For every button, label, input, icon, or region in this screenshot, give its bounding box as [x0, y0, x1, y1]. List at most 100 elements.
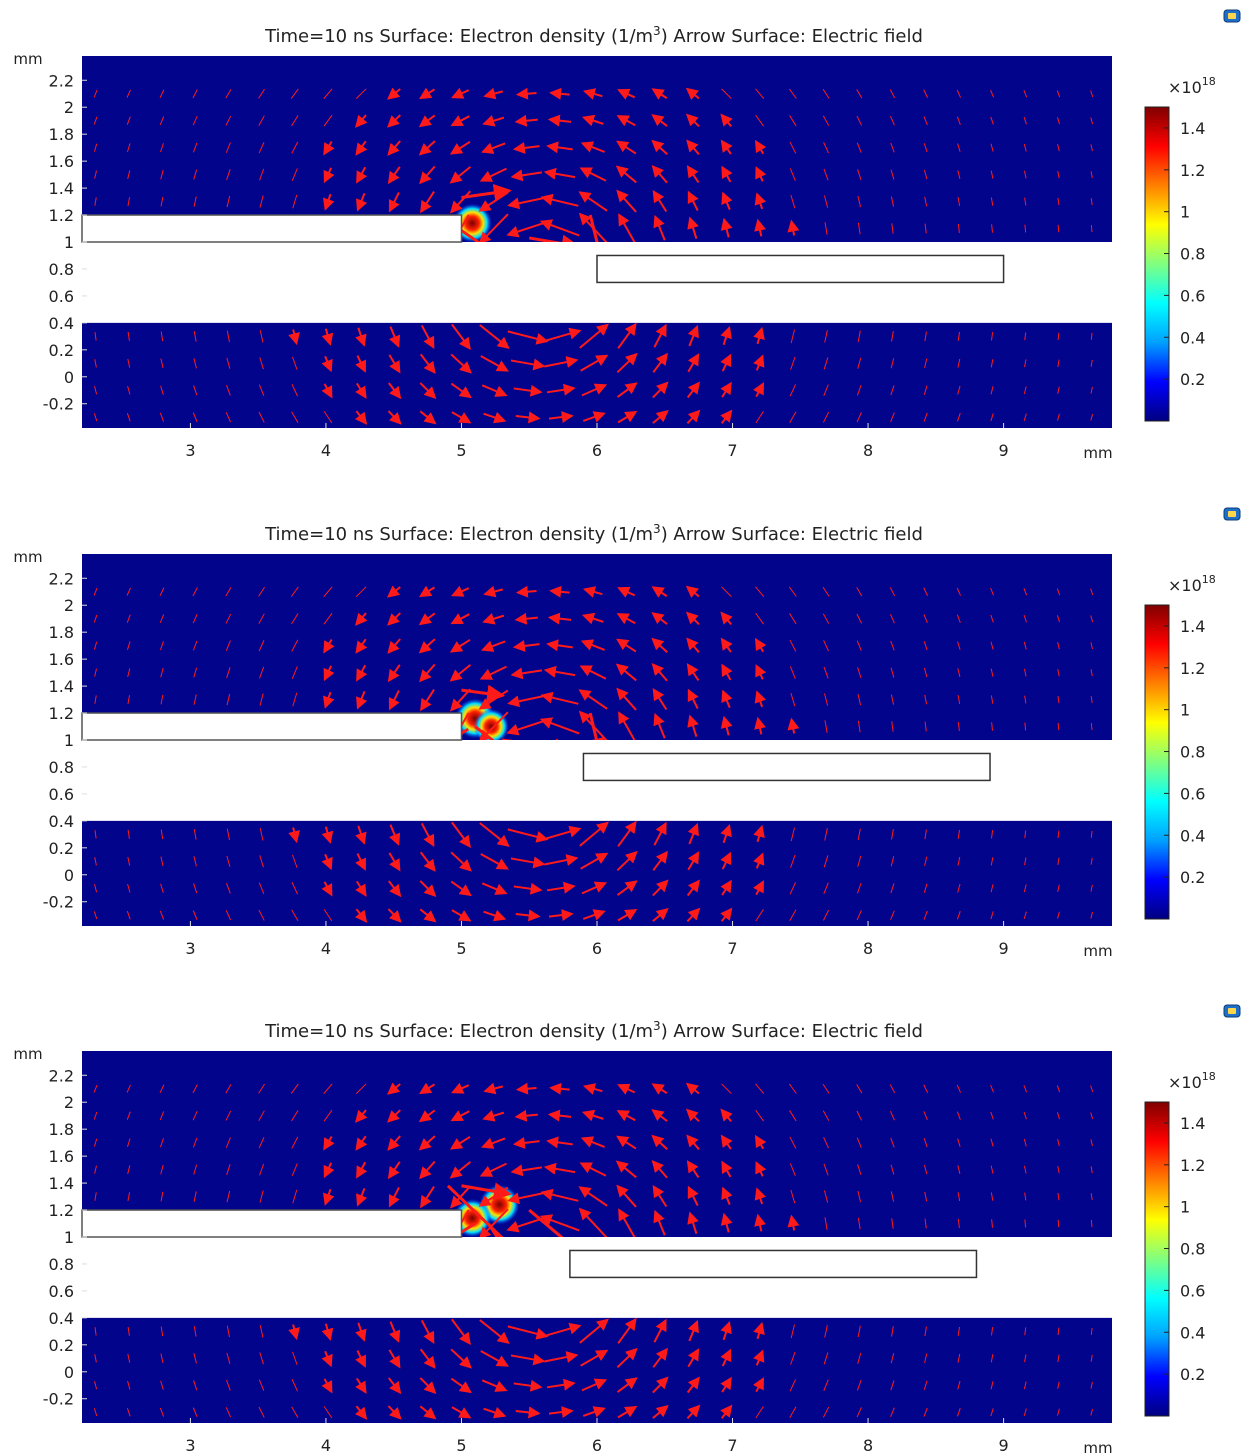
- field-arrow: [291, 1406, 299, 1418]
- field-arrow: [160, 1164, 164, 1175]
- field-arrow: [258, 640, 265, 652]
- title-surface: Surface: Electron density (1/m: [379, 26, 653, 47]
- field-arrow: [956, 1084, 961, 1093]
- field-arrow: [1090, 642, 1093, 650]
- field-arrow: [323, 909, 333, 922]
- field-arrow: [652, 1376, 669, 1394]
- field-arrow: [388, 354, 401, 374]
- field-arrow: [483, 411, 507, 424]
- field-arrow: [720, 1212, 733, 1233]
- colorbar-exponent-base: ×10: [1168, 78, 1202, 97]
- title-unit-exponent: 3: [653, 1019, 661, 1033]
- field-arrow: [291, 1136, 299, 1149]
- field-arrow: [720, 1376, 732, 1393]
- field-arrow: [957, 883, 961, 893]
- colorbar-tick-label: 0.8: [1180, 1240, 1205, 1259]
- field-arrow: [159, 1407, 165, 1417]
- field-arrow: [483, 87, 504, 100]
- field-arrow: [686, 637, 700, 653]
- field-arrow: [389, 824, 401, 846]
- y-tick-label: 1: [64, 1228, 74, 1247]
- camera-view-icon[interactable]: [1223, 1004, 1241, 1018]
- colorbar-tick-label: 0.4: [1180, 1323, 1205, 1342]
- field-arrow: [617, 411, 638, 424]
- field-arrow: [822, 1110, 830, 1121]
- field-arrow: [617, 586, 636, 598]
- field-arrow: [890, 142, 895, 153]
- field-arrow: [857, 222, 861, 235]
- field-arrow: [616, 1184, 637, 1208]
- y-tick-label: 1.2: [49, 704, 74, 723]
- field-arrow: [514, 612, 538, 625]
- field-arrow: [755, 88, 765, 99]
- field-arrow: [957, 358, 961, 368]
- field-arrow: [823, 1137, 829, 1149]
- field-arrow: [753, 354, 765, 371]
- field-arrow: [1057, 830, 1060, 839]
- camera-view-icon[interactable]: [1223, 9, 1241, 23]
- field-arrow: [291, 1163, 298, 1177]
- field-arrow: [856, 882, 862, 894]
- field-arrow: [755, 411, 764, 424]
- field-arrow: [753, 326, 765, 345]
- field-arrow: [419, 410, 437, 425]
- field-arrow: [651, 637, 668, 653]
- field-arrow: [126, 587, 131, 596]
- field-arrow: [652, 189, 668, 213]
- field-arrow: [126, 614, 131, 623]
- field-arrow: [160, 829, 164, 840]
- field-arrow: [617, 1406, 638, 1419]
- field-arrow: [193, 667, 198, 678]
- field-arrow: [258, 613, 265, 624]
- field-arrow: [355, 638, 368, 654]
- field-arrow: [355, 586, 367, 598]
- field-arrow: [451, 323, 471, 350]
- field-arrow: [1090, 588, 1094, 596]
- field-arrow: [923, 1407, 928, 1417]
- field-arrow: [449, 1135, 471, 1150]
- field-arrow: [94, 197, 97, 206]
- field-arrow: [259, 168, 265, 181]
- field-arrow: [1057, 642, 1060, 650]
- field-arrow: [582, 411, 606, 423]
- field-arrow: [483, 909, 507, 922]
- x-tick-label: 4: [321, 1436, 331, 1455]
- field-arrow: [787, 1214, 800, 1231]
- field-arrow: [616, 850, 638, 872]
- field-arrow: [789, 141, 797, 154]
- colorbar-tick-label: 0.8: [1180, 743, 1205, 762]
- field-arrow: [956, 1407, 961, 1417]
- field-arrow: [514, 114, 538, 127]
- field-arrow: [721, 663, 733, 681]
- field-arrow: [580, 354, 609, 372]
- y-tick-label: 1.4: [49, 677, 74, 696]
- left-electrode: [81, 1209, 463, 1238]
- field-arrow: [192, 142, 198, 153]
- field-arrow: [225, 910, 232, 921]
- field-arrow: [823, 666, 829, 679]
- field-arrow: [288, 827, 300, 844]
- field-arrow: [355, 1109, 368, 1123]
- field-arrow: [258, 586, 265, 597]
- field-arrow: [225, 587, 232, 597]
- field-arrow: [857, 1190, 862, 1203]
- field-arrow: [547, 1109, 572, 1122]
- field-arrow: [540, 193, 579, 207]
- x-tick-label: 7: [727, 939, 737, 958]
- field-arrow: [481, 142, 506, 154]
- field-arrow: [126, 89, 131, 98]
- field-arrow: [1057, 224, 1060, 233]
- field-arrow: [192, 910, 198, 921]
- field-arrow: [823, 855, 829, 868]
- field-arrow: [890, 1380, 895, 1391]
- field-arrow: [419, 1405, 437, 1420]
- field-arrow: [193, 1380, 198, 1391]
- field-arrow: [957, 722, 960, 732]
- field-arrow: [891, 721, 894, 732]
- field-arrow: [990, 668, 994, 677]
- field-arrow: [755, 166, 767, 182]
- camera-view-icon[interactable]: [1223, 507, 1241, 521]
- field-arrow: [323, 88, 333, 99]
- field-arrow: [478, 213, 509, 245]
- field-arrow: [1024, 830, 1027, 839]
